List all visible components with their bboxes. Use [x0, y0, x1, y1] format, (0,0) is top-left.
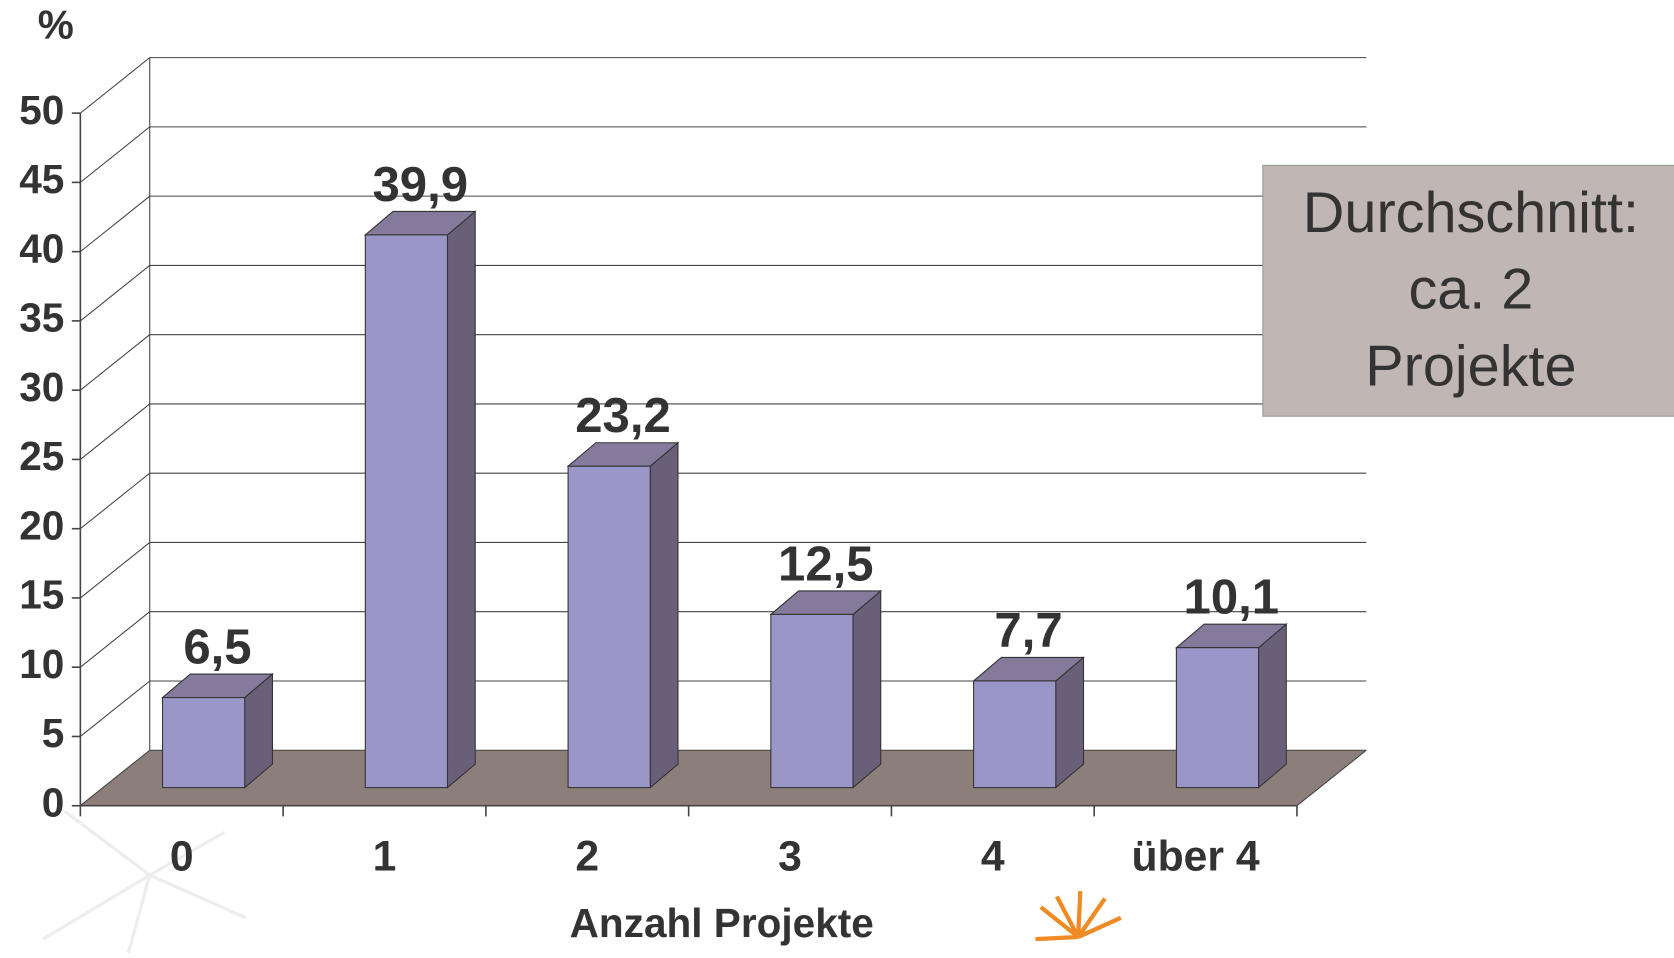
y-tick-label: 0	[42, 779, 65, 825]
y-axis-label: %	[38, 1, 74, 47]
annotation-line: Durchschnitt:	[1303, 181, 1639, 245]
value-label: 7,7	[994, 604, 1062, 658]
bar-side	[852, 589, 882, 789]
annotation-background	[1262, 164, 1674, 417]
y-tick-label: 45	[19, 156, 64, 202]
logo	[1035, 891, 1122, 942]
bar	[364, 234, 449, 789]
floor	[80, 750, 1367, 806]
bar-side	[1258, 623, 1287, 789]
x-tick-label: 0	[170, 832, 194, 880]
grid-line	[80, 126, 1367, 183]
x-tick-label: über 4	[1132, 832, 1260, 880]
bar	[567, 465, 651, 789]
x-tick-label: 3	[778, 832, 802, 880]
grid-line	[80, 57, 1367, 114]
y-tick-label: 20	[19, 502, 64, 548]
bar	[1175, 647, 1260, 789]
x-tick-label: 2	[575, 832, 599, 880]
y-tick-label: 10	[19, 641, 64, 687]
y-tick-label: 50	[19, 87, 64, 133]
y-tick-label: 5	[42, 710, 65, 756]
x-axis-label: Anzahl Projekte	[570, 900, 874, 946]
value-label: 10,1	[1184, 571, 1280, 625]
grid-line	[80, 611, 1367, 668]
bar	[973, 680, 1057, 789]
y-tick-label: 25	[19, 433, 64, 479]
x-tick-label: 4	[981, 832, 1005, 880]
y-tick-label: 15	[19, 572, 64, 618]
grid-line	[80, 334, 1367, 391]
grid-line	[80, 264, 1367, 322]
grid-line	[80, 541, 1367, 599]
bar	[770, 613, 854, 789]
grid-line	[80, 472, 1367, 530]
grid-line	[80, 680, 1367, 737]
bar-side	[649, 441, 679, 789]
bar-side	[446, 210, 476, 789]
value-label: 39,9	[372, 158, 468, 212]
y-tick-label: 35	[19, 295, 64, 341]
value-label: 23,2	[575, 389, 671, 443]
value-label: 12,5	[778, 537, 874, 591]
background-decoration	[42, 809, 247, 954]
annotation-line: ca. 2	[1408, 258, 1533, 322]
grid-line	[80, 749, 1367, 807]
y-tick-label: 40	[19, 225, 64, 271]
y-tick-label: 30	[19, 364, 64, 410]
value-label: 6,5	[183, 621, 251, 675]
annotation-box: Durchschnitt: ca. 2 Projekte	[1262, 164, 1674, 417]
floor-edge	[1296, 749, 1367, 807]
bar	[162, 697, 246, 789]
grid-line	[80, 195, 1367, 253]
annotation-line: Projekte	[1365, 335, 1576, 399]
x-tick-label: 1	[373, 832, 397, 880]
grid-line	[80, 403, 1367, 460]
